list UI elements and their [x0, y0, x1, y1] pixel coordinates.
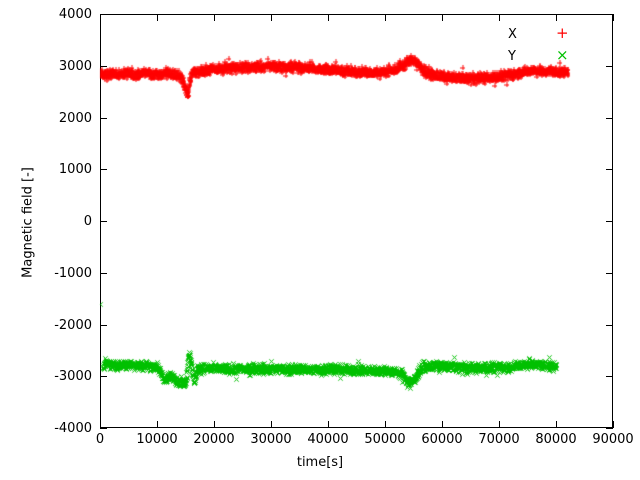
- plot-figure: Magnetic field [-] time[s] 4000300020001…: [0, 0, 640, 480]
- data-canvas: [0, 0, 640, 480]
